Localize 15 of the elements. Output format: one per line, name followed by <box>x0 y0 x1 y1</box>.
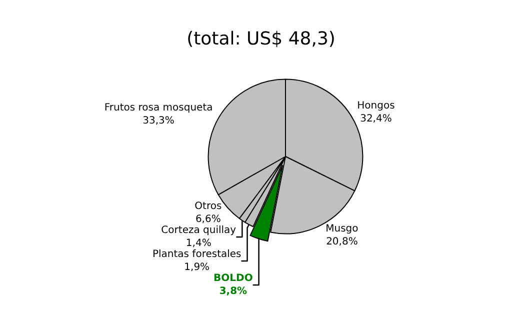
data-label: 33,3% <box>142 116 174 127</box>
slice-label: Hongos <box>357 100 395 112</box>
data-label: 1,9% <box>184 262 210 273</box>
data-label: 32,4% <box>360 113 392 124</box>
slice-label: Corteza quillay <box>161 224 236 236</box>
slice-label: Frutos rosa mosqueta <box>104 102 213 114</box>
data-label: 3,8% <box>219 286 248 297</box>
slice-label: BOLDO <box>214 272 253 284</box>
slice-label: Otros <box>194 200 222 212</box>
data-label: 1,4% <box>186 238 212 249</box>
data-label: 6,6% <box>195 214 221 225</box>
slice-label: Musgo <box>326 223 358 234</box>
data-label: 20,8% <box>326 236 358 248</box>
slice-label: Plantas forestales <box>152 248 242 260</box>
chart-title: (total: US$ 48,3) <box>186 28 336 50</box>
